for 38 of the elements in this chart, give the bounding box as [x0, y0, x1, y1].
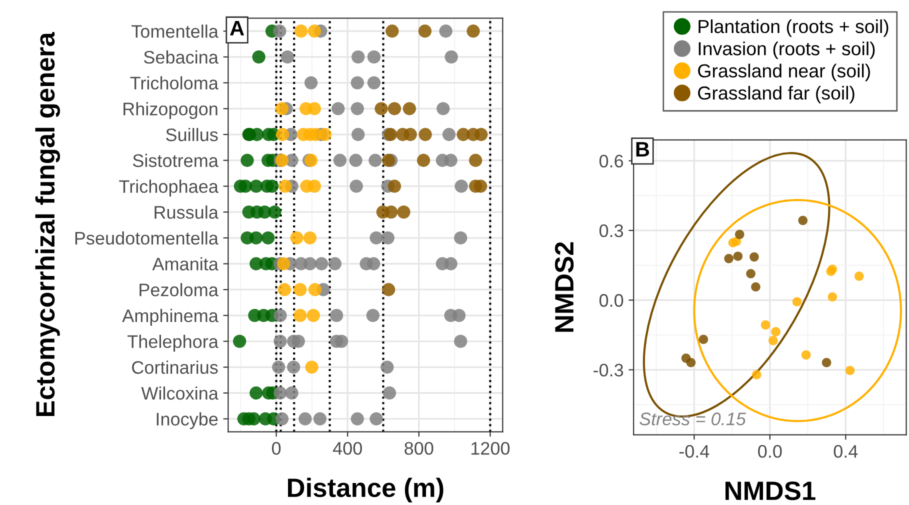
x-tick-label: 0.0 — [758, 445, 782, 458]
x-tick-label: 800 — [404, 442, 434, 455]
y-tick-label: Trichophaea — [119, 180, 218, 196]
y-tick-label: Thelephora — [128, 334, 218, 352]
y-axis-title: NMDS2 — [554, 242, 574, 332]
x-tick-label: 0 — [272, 442, 281, 455]
y-tick-label: Pseudotomentella — [75, 231, 218, 245]
y-tick-label: Russula — [154, 206, 218, 219]
y-tick-label: Sebacina — [144, 50, 218, 64]
legend-label: Grassland far (soil) — [698, 86, 854, 104]
x-tick-label: 0.4 — [834, 445, 858, 458]
y-tick-label: Inocybe — [156, 412, 218, 430]
y-tick-label: 0.0 — [599, 294, 624, 307]
y-tick-label: 0.3 — [599, 224, 624, 238]
annotation: B — [636, 142, 650, 156]
y-tick-label: Wilcoxina — [141, 386, 218, 400]
y-tick-label: Suillus — [166, 128, 218, 142]
y-tick-label: Tricholoma — [130, 76, 218, 90]
y-tick-label: Pezoloma — [140, 283, 218, 296]
x-axis-title: Distance (m) — [288, 478, 444, 502]
x-tick-label: 1200 — [471, 442, 510, 455]
legend-label: Plantation (roots + soil) — [698, 19, 888, 37]
legend-label: Invasion (roots + soil) — [698, 42, 875, 60]
y-tick-label: Sistotrema — [132, 154, 218, 168]
y-tick-label: 0.6 — [599, 154, 624, 168]
y-tick-label: Tomentella — [132, 24, 218, 38]
x-axis-title: NMDS1 — [726, 482, 816, 500]
x-tick-label: 400 — [332, 442, 362, 455]
y-tick-label: Rhizopogon — [124, 102, 218, 119]
legend-label: Grassland near (soil) — [698, 64, 870, 82]
y-tick-label: -0.3 — [594, 364, 624, 377]
annotation: Stress = 0.15 — [640, 412, 746, 426]
y-tick-label: Cortinarius — [132, 360, 218, 374]
y-axis-title: Ectomycorrhizal fungal genera — [35, 32, 60, 416]
y-tick-label: Amanita — [152, 257, 218, 270]
annotation: A — [230, 21, 244, 36]
y-tick-label: Amphinema — [122, 308, 218, 326]
x-tick-label: -0.4 — [679, 445, 710, 458]
